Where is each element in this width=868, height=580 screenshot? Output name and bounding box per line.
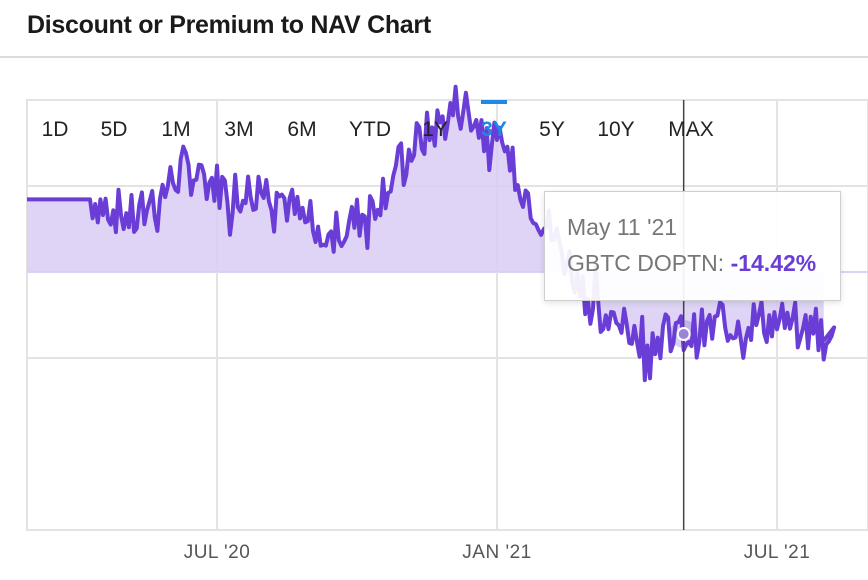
chart-tooltip: May 11 '21 GBTC DOPTN: -14.42% xyxy=(544,191,841,301)
chart-area-layer xyxy=(27,84,837,383)
tooltip-value: -14.42% xyxy=(730,250,817,276)
time-range-selector: 1D 5D 1M 3M 6M YTD 1Y 3Y 5Y 10Y MAX xyxy=(0,100,868,160)
range-button-max[interactable]: MAX xyxy=(668,118,714,141)
range-button-1y[interactable]: 1Y xyxy=(422,118,448,141)
range-button-1m[interactable]: 1M xyxy=(161,118,191,141)
x-tick-label: JUL '20 xyxy=(183,542,251,563)
range-button-3m[interactable]: 3M xyxy=(224,118,254,141)
tooltip-series-label: GBTC DOPTN: xyxy=(567,250,725,276)
range-button-1d[interactable]: 1D xyxy=(41,118,69,141)
range-button-10y[interactable]: 10Y xyxy=(597,118,635,141)
range-button-5d[interactable]: 5D xyxy=(100,118,128,141)
range-button-3y[interactable]: 3Y xyxy=(481,118,507,141)
chart-header: Discount or Premium to NAV Chart xyxy=(0,0,868,58)
chart-marker-layer xyxy=(669,100,698,530)
tooltip-series-line: GBTC DOPTN: -14.42% xyxy=(567,250,816,277)
range-button-6m[interactable]: 6M xyxy=(287,118,317,141)
series-area xyxy=(27,86,835,381)
range-button-5y[interactable]: 5Y xyxy=(539,118,565,141)
series-line xyxy=(27,84,837,383)
highlight-point xyxy=(676,327,691,342)
range-button-ytd[interactable]: YTD xyxy=(349,118,391,141)
plot-frame xyxy=(26,99,868,531)
x-tick-label: JAN '21 xyxy=(462,542,532,563)
active-range-indicator xyxy=(481,100,507,104)
tooltip-date: May 11 '21 xyxy=(567,214,678,240)
x-tick-label: JUL '21 xyxy=(743,542,811,563)
page-title: Discount or Premium to NAV Chart xyxy=(27,11,431,39)
